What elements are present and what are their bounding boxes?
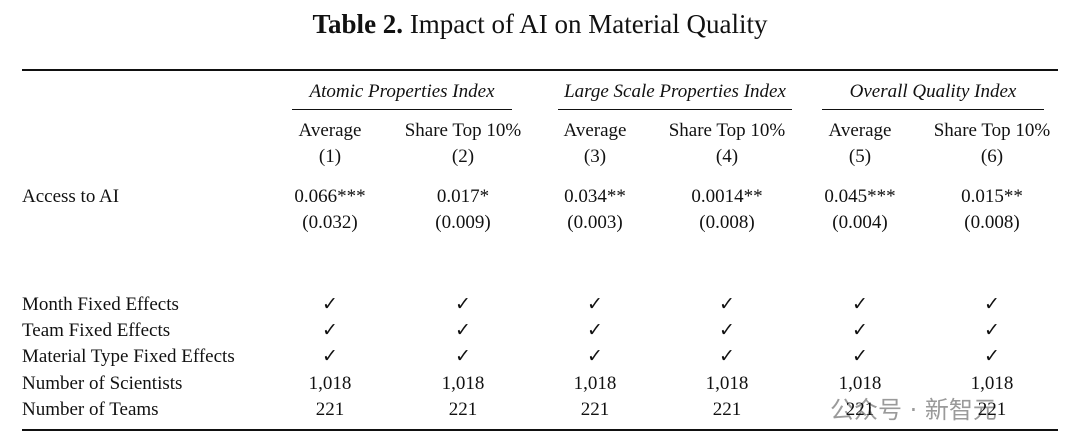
cell: 1,018	[705, 372, 749, 394]
row-label: Number of Scientists	[22, 372, 183, 394]
cell: 221	[845, 398, 875, 420]
cell: ✓	[719, 320, 735, 342]
estimate: 0.017*	[436, 186, 490, 207]
group-rule	[558, 109, 792, 110]
std-error: (0.032)	[302, 212, 358, 233]
cell: ✓	[455, 294, 471, 315]
table-title: Table 2. Impact of AI on Material Qualit…	[0, 9, 1080, 40]
std-error: (0.008)	[699, 212, 755, 233]
row-label: Number of Teams	[22, 398, 159, 420]
estimate: 0.015**	[961, 186, 1023, 207]
column-name: Average	[563, 120, 627, 141]
column-name: Share Top 10%	[404, 120, 522, 141]
cell: 221	[977, 398, 1007, 420]
column-number: (4)	[715, 146, 739, 167]
column-number: (2)	[451, 146, 475, 167]
cell: ✓	[322, 320, 338, 342]
row-label: Team Fixed Effects	[22, 320, 171, 342]
group-rule	[822, 109, 1044, 110]
column-name: Average	[298, 120, 362, 141]
column-number: (6)	[980, 146, 1004, 167]
column-number: (3)	[583, 146, 607, 167]
cell: ✓	[984, 320, 1000, 342]
title-text: Impact of AI on Material Quality	[409, 9, 768, 39]
group-header: Large Scale Properties Index	[564, 81, 786, 102]
cell: ✓	[322, 294, 338, 315]
cell: 1,018	[573, 372, 617, 394]
cell: ✓	[322, 346, 338, 368]
cell: ✓	[719, 294, 735, 315]
cell: ✓	[719, 346, 735, 368]
estimate: 0.045***	[824, 186, 896, 207]
cell: ✓	[852, 346, 868, 368]
std-error: (0.003)	[567, 212, 623, 233]
title-label: Table 2.	[312, 9, 404, 39]
column-number: (1)	[318, 146, 342, 167]
bottom-rule	[22, 429, 1058, 431]
row-label: Material Type Fixed Effects	[22, 346, 235, 368]
cell: ✓	[852, 294, 868, 315]
std-error: (0.004)	[832, 212, 888, 233]
cell: ✓	[587, 320, 603, 342]
cell: 1,018	[308, 372, 352, 394]
cell: 1,018	[970, 372, 1014, 394]
watermark: 公众号 · 新智元	[830, 396, 997, 424]
cell: ✓	[587, 346, 603, 368]
cell: 1,018	[838, 372, 882, 394]
column-name: Average	[828, 120, 892, 141]
cell: ✓	[984, 294, 1000, 315]
column-name: Share Top 10%	[668, 120, 786, 141]
cell: ✓	[852, 320, 868, 342]
group-header: Overall Quality Index	[849, 81, 1017, 102]
cell: 1,018	[441, 372, 485, 394]
cell: ✓	[587, 294, 603, 315]
column-number: (5)	[848, 146, 872, 167]
group-rule	[292, 109, 512, 110]
estimate: 0.034**	[564, 186, 626, 207]
cell: 221	[712, 398, 742, 420]
column-name: Share Top 10%	[933, 120, 1051, 141]
row-label: Month Fixed Effects	[22, 294, 179, 315]
std-error: (0.009)	[435, 212, 491, 233]
cell: 221	[448, 398, 478, 420]
estimate: 0.066***	[294, 186, 366, 207]
top-rule	[22, 69, 1058, 71]
cell: 221	[315, 398, 345, 420]
group-header: Atomic Properties Index	[309, 81, 495, 102]
std-error: (0.008)	[964, 212, 1020, 233]
cell: ✓	[455, 320, 471, 342]
cell: ✓	[455, 346, 471, 368]
row-label: Access to AI	[22, 186, 120, 207]
cell: 221	[580, 398, 610, 420]
cell: ✓	[984, 346, 1000, 368]
estimate: 0.0014**	[691, 186, 763, 207]
